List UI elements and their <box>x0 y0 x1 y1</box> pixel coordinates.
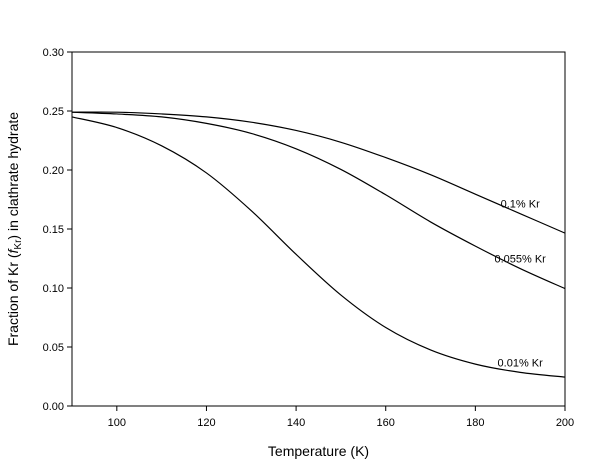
y-axis-title-italic: f <box>5 247 21 253</box>
y-axis-title-subscript: Kr <box>13 239 24 250</box>
labels-layer: 0.1% Kr 0.055% Kr 0.01% Kr <box>494 199 546 370</box>
x-tick-label: 120 <box>197 417 215 429</box>
ticks-layer: 100 120 140 160 180 200 0.00 0.05 0.10 0.15 0.20 0.… <box>43 47 575 429</box>
plot-frame <box>71 51 566 407</box>
series-label-0-1-kr: 0.1% Kr <box>501 199 540 211</box>
series-line-0-1-kr <box>71 111 566 234</box>
series-layer <box>71 111 566 378</box>
y-tick-label: 0.10 <box>43 283 64 295</box>
series-line-0-01-kr <box>71 116 566 378</box>
y-tick-label: 0.00 <box>43 401 64 413</box>
y-tick-label: 0.30 <box>43 47 64 59</box>
x-tick-label: 100 <box>108 417 126 429</box>
series-label-0-055-kr: 0.055% Kr <box>494 254 546 266</box>
x-axis-title: Temperature (K) <box>268 443 369 459</box>
y-axis-title-suffix: ) in clathrate hydrate <box>5 112 21 240</box>
y-tick-label: 0.25 <box>43 106 64 118</box>
y-tick-label: 0.20 <box>43 165 64 177</box>
x-tick-label: 140 <box>287 417 305 429</box>
y-axis-title-prefix: Fraction of Kr ( <box>5 253 21 346</box>
y-axis-title: Fraction of Kr (fKr) in clathrate hydrat… <box>5 112 24 346</box>
series-line-0-055-kr <box>71 111 566 290</box>
x-tick-label: 200 <box>556 417 574 429</box>
y-tick-label: 0.15 <box>43 224 64 236</box>
series-label-0-01-kr: 0.01% Kr <box>498 357 544 369</box>
y-tick-label: 0.05 <box>43 342 64 354</box>
x-tick-label: 160 <box>377 417 395 429</box>
x-tick-label: 180 <box>466 417 484 429</box>
